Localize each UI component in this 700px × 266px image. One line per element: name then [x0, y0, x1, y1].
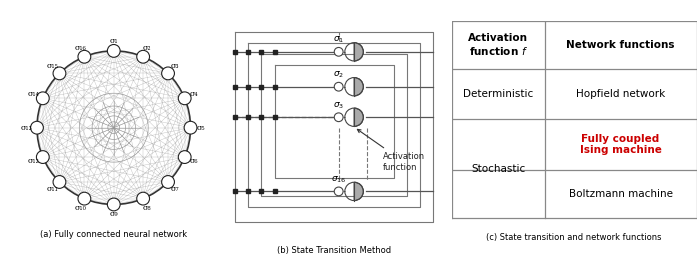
Text: σ₅: σ₅ — [196, 124, 205, 132]
Wedge shape — [354, 43, 363, 61]
Circle shape — [136, 50, 150, 63]
Circle shape — [36, 92, 49, 105]
Text: σ₃: σ₃ — [171, 62, 179, 70]
Circle shape — [335, 82, 343, 91]
Text: Deterministic: Deterministic — [463, 89, 533, 99]
Text: σ₁₂: σ₁₂ — [28, 157, 39, 165]
Circle shape — [53, 67, 66, 80]
Text: Activation
function: Activation function — [358, 129, 425, 172]
Wedge shape — [354, 182, 363, 201]
Text: $\sigma_3$: $\sigma_3$ — [333, 100, 344, 111]
Circle shape — [107, 198, 120, 211]
Circle shape — [162, 67, 174, 80]
Circle shape — [178, 92, 191, 105]
Circle shape — [335, 113, 343, 122]
Circle shape — [36, 151, 49, 164]
Circle shape — [162, 176, 174, 188]
Text: σ₁₅: σ₁₅ — [46, 62, 58, 70]
Text: $\sigma_{16}$: $\sigma_{16}$ — [331, 174, 346, 185]
Text: Hopfield network: Hopfield network — [576, 89, 665, 99]
Circle shape — [78, 50, 91, 63]
Circle shape — [335, 47, 343, 56]
Wedge shape — [354, 108, 363, 126]
Circle shape — [178, 151, 191, 164]
Wedge shape — [354, 78, 363, 96]
Text: σ₄: σ₄ — [190, 90, 198, 98]
Circle shape — [53, 176, 66, 188]
Text: (b) State Transition Method: (b) State Transition Method — [277, 246, 391, 255]
Text: Activation
function $f$: Activation function $f$ — [468, 33, 528, 57]
Circle shape — [107, 44, 120, 57]
Circle shape — [136, 192, 150, 205]
Text: Network functions: Network functions — [566, 40, 675, 50]
Text: σ₆: σ₆ — [190, 157, 198, 165]
Text: σ₁₁: σ₁₁ — [46, 185, 58, 193]
Text: σ₈: σ₈ — [143, 204, 151, 212]
Circle shape — [31, 121, 43, 134]
Text: Fully coupled
Ising machine: Fully coupled Ising machine — [580, 134, 662, 155]
Circle shape — [184, 121, 197, 134]
Text: σ₉: σ₉ — [109, 210, 118, 218]
Text: $\sigma_1$: $\sigma_1$ — [333, 35, 344, 45]
Text: σ₁: σ₁ — [109, 37, 118, 45]
Circle shape — [78, 192, 91, 205]
Circle shape — [335, 187, 343, 196]
Text: Boltzmann machine: Boltzmann machine — [568, 189, 673, 199]
Text: σ₁₃: σ₁₃ — [21, 124, 33, 132]
Text: (a) Fully connected neural network: (a) Fully connected neural network — [40, 230, 188, 239]
Text: $\sigma_2$: $\sigma_2$ — [333, 70, 344, 80]
Text: σ₁₀: σ₁₀ — [75, 204, 87, 212]
Text: σ₇: σ₇ — [171, 185, 179, 193]
Text: σ₂: σ₂ — [143, 44, 151, 52]
Text: Stochastic: Stochastic — [471, 164, 525, 173]
Text: σ₁₆: σ₁₆ — [75, 44, 86, 52]
Text: σ₁₄: σ₁₄ — [28, 90, 39, 98]
Text: (c) State transition and network functions: (c) State transition and network functio… — [486, 233, 662, 242]
